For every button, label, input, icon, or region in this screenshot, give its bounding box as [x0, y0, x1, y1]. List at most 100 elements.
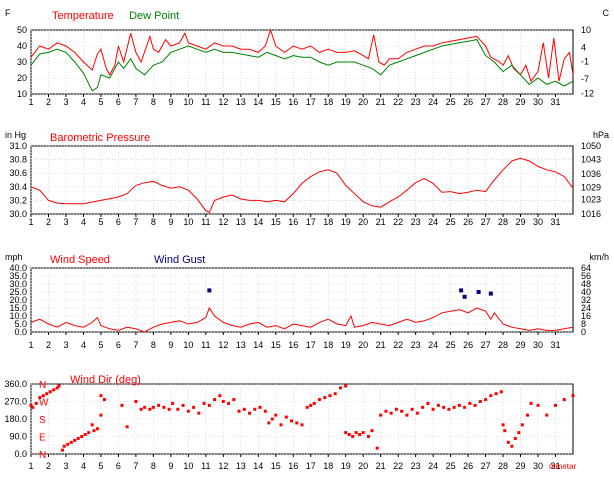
data-point: [457, 403, 461, 407]
x-tick-label: 24: [428, 217, 438, 227]
x-tick-label: 6: [116, 97, 121, 107]
data-point: [139, 407, 143, 411]
x-tick-label: 29: [516, 97, 526, 107]
y-tick-label: 20: [17, 73, 27, 83]
x-tick-label: 22: [393, 340, 403, 350]
data-point: [305, 405, 309, 409]
x-tick-label: 7: [133, 340, 138, 350]
y-tick-label: 20.0: [9, 295, 27, 305]
right-tick-label: -12: [581, 88, 594, 98]
x-tick-label: 8: [151, 97, 156, 107]
y-tick-label: 30.4: [9, 182, 27, 192]
y-tick-label: 30.2: [9, 195, 27, 205]
x-tick-label: 20: [358, 340, 368, 350]
data-point: [484, 398, 488, 402]
data-point: [80, 435, 84, 438]
x-tick-label: 1: [28, 97, 33, 107]
data-point: [517, 431, 521, 435]
x-tick-label: 22: [393, 461, 403, 471]
right-tick-label: 1043: [581, 155, 601, 165]
data-point: [370, 429, 374, 433]
x-tick-label: 24: [428, 340, 438, 350]
data-point: [253, 407, 257, 411]
x-tick-label: 2: [46, 461, 51, 471]
y-tick-label: 5.0: [14, 319, 27, 329]
x-tick-label: 27: [481, 340, 491, 350]
right-tick-label: 1016: [581, 209, 601, 219]
x-tick-label: 10: [183, 97, 193, 107]
x-tick-label: 18: [323, 461, 333, 471]
x-tick-label: 7: [133, 217, 138, 227]
right-tick-label: 4: [581, 42, 586, 52]
data-point: [317, 398, 321, 402]
x-tick-label: 2: [46, 97, 51, 107]
x-tick-label: 26: [463, 340, 473, 350]
data-point: [41, 394, 45, 398]
y-tick-label: 31.0: [9, 141, 27, 151]
data-point: [87, 431, 91, 435]
data-point: [366, 435, 370, 438]
x-tick-label: 15: [271, 217, 281, 227]
left-unit-label: F: [5, 8, 11, 18]
data-point: [274, 413, 278, 417]
data-point: [31, 405, 35, 409]
y-tick-label: 30.8: [9, 155, 27, 165]
data-point: [375, 446, 379, 450]
data-point: [181, 403, 185, 407]
data-point: [34, 401, 38, 405]
left-unit-label: mph: [5, 252, 23, 262]
data-point: [92, 429, 96, 433]
y-tick-label: 30: [17, 57, 27, 67]
right-tick-label: 24: [581, 303, 591, 313]
series-line-temperature: [30, 28, 574, 83]
x-tick-label: 15: [271, 340, 281, 350]
x-tick-label: 31: [551, 97, 561, 107]
data-point: [468, 401, 472, 405]
x-tick-label: 17: [306, 340, 316, 350]
x-tick-label: 7: [133, 97, 138, 107]
x-tick-label: 9: [168, 217, 173, 227]
x-tick-label: 10: [183, 340, 193, 350]
y-tick-label: 180.0: [4, 414, 27, 424]
data-point: [125, 425, 129, 429]
data-point: [237, 409, 241, 413]
data-point: [545, 413, 549, 417]
legend-label: Temperature: [52, 10, 114, 22]
data-point: [489, 394, 493, 398]
right-tick-label: 10: [581, 25, 591, 35]
data-point: [213, 398, 217, 402]
data-point: [90, 423, 94, 427]
data-point: [202, 401, 206, 405]
x-tick-label: 9: [168, 461, 173, 471]
data-point: [186, 409, 190, 413]
y-tick-label: 360.0: [4, 379, 27, 389]
y-tick-label: 40.0: [9, 263, 27, 273]
data-point: [526, 413, 530, 417]
x-tick-label: 27: [481, 97, 491, 107]
data-point: [207, 403, 211, 407]
x-tick-label: 15: [271, 97, 281, 107]
x-tick-label: 6: [116, 340, 121, 350]
x-tick-label: 5: [98, 461, 103, 471]
data-point: [284, 415, 288, 419]
x-tick-label: 26: [463, 97, 473, 107]
x-tick-label: 6: [116, 217, 121, 227]
x-tick-label: 15: [271, 461, 281, 471]
x-tick-label: 22: [393, 97, 403, 107]
data-point: [328, 394, 332, 398]
data-point: [344, 431, 348, 435]
x-tick-label: 16: [288, 461, 298, 471]
x-tick-label: 18: [323, 97, 333, 107]
right-unit-label: hPa: [593, 130, 609, 140]
x-tick-label: 12: [218, 97, 228, 107]
data-point: [60, 448, 64, 452]
x-tick-label: 25: [446, 97, 456, 107]
x-tick-label: 12: [218, 340, 228, 350]
data-point: [248, 411, 252, 415]
data-point: [102, 398, 106, 402]
right-tick-label: 64: [581, 263, 591, 273]
data-point: [176, 407, 180, 411]
x-tick-label: 30: [533, 217, 543, 227]
right-tick-label: 56: [581, 271, 591, 281]
